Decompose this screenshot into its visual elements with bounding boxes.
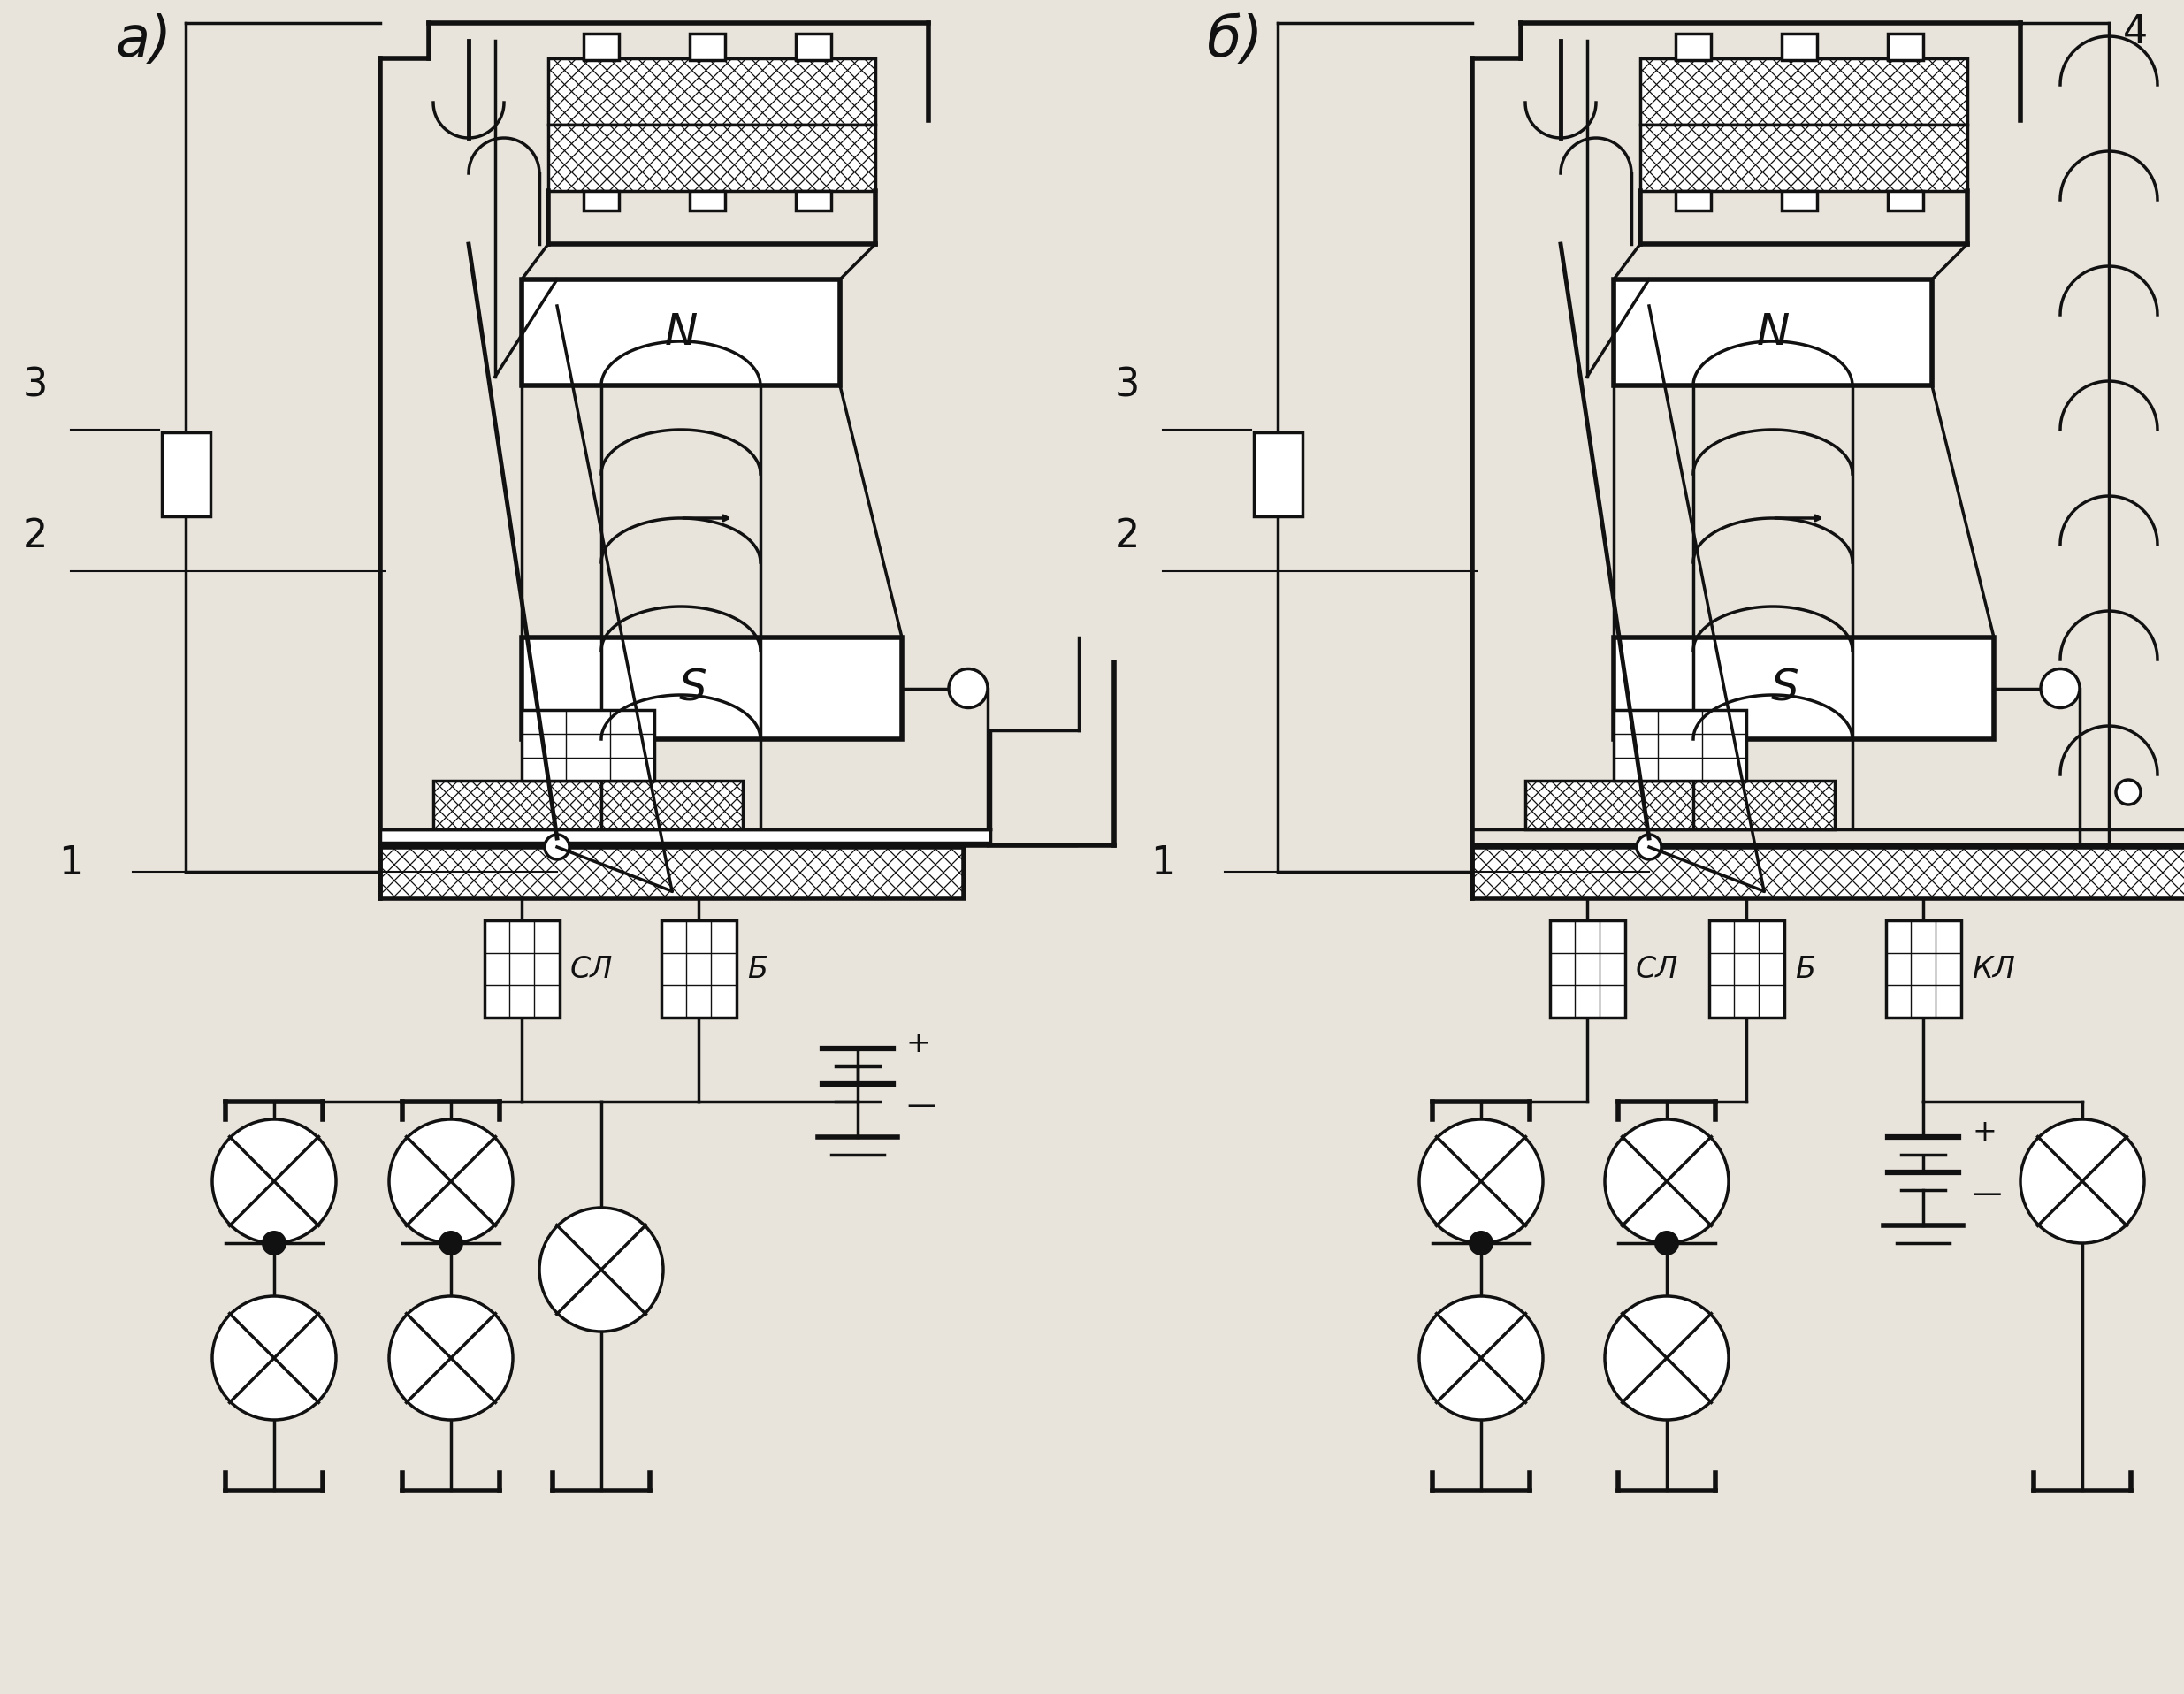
Bar	[1782, 34, 1817, 59]
Bar	[1614, 637, 1994, 739]
Text: СЛ: СЛ	[1636, 954, 1679, 984]
Circle shape	[2040, 669, 2079, 708]
Bar	[485, 920, 559, 1018]
Text: N: N	[664, 312, 697, 354]
Bar	[548, 58, 876, 125]
Text: 1: 1	[59, 844, 83, 883]
Bar	[1524, 781, 1835, 830]
Bar	[1885, 920, 1961, 1018]
Circle shape	[389, 1296, 513, 1420]
Circle shape	[2116, 779, 2140, 805]
Text: 2: 2	[1114, 517, 1140, 556]
Text: +: +	[906, 1030, 930, 1059]
Bar	[795, 34, 832, 59]
Bar	[1887, 34, 1924, 59]
Text: —: —	[906, 1091, 935, 1121]
Bar	[162, 432, 210, 517]
Bar	[583, 191, 618, 210]
Bar	[662, 920, 736, 1018]
Text: СЛ: СЛ	[570, 954, 614, 984]
Bar	[690, 191, 725, 210]
Bar	[1675, 191, 1710, 210]
Bar	[522, 280, 841, 386]
Bar	[583, 34, 618, 59]
Bar	[1551, 920, 1625, 1018]
Text: 3: 3	[22, 366, 48, 405]
Text: КЛ: КЛ	[1972, 954, 2016, 984]
Bar	[1675, 34, 1710, 59]
Bar	[1472, 847, 2184, 898]
Bar	[1640, 58, 1968, 125]
Text: +: +	[1972, 1118, 1996, 1147]
Bar	[432, 781, 743, 830]
Text: N: N	[1756, 312, 1789, 354]
Text: S: S	[1771, 667, 1800, 710]
Circle shape	[1468, 1232, 1494, 1255]
Circle shape	[212, 1296, 336, 1420]
Circle shape	[1420, 1120, 1542, 1243]
Text: а): а)	[116, 14, 173, 68]
Bar	[1614, 710, 1747, 781]
Text: 1: 1	[1151, 844, 1175, 883]
Bar	[380, 830, 989, 842]
Bar	[548, 125, 876, 191]
Circle shape	[539, 1208, 664, 1331]
Circle shape	[262, 1232, 286, 1255]
Text: S: S	[679, 667, 708, 710]
Circle shape	[212, 1120, 336, 1243]
Circle shape	[1420, 1296, 1542, 1420]
Circle shape	[948, 669, 987, 708]
Circle shape	[1653, 1232, 1679, 1255]
Text: Б: Б	[1795, 954, 1815, 984]
Bar	[690, 34, 725, 59]
Circle shape	[439, 1232, 463, 1255]
Bar	[380, 847, 963, 898]
Text: —: —	[1972, 1181, 2001, 1210]
Text: Б: Б	[747, 954, 767, 984]
Circle shape	[2020, 1120, 2145, 1243]
Bar	[795, 191, 832, 210]
Bar	[1614, 280, 1933, 386]
Bar	[1887, 191, 1924, 210]
Text: 2: 2	[22, 517, 48, 556]
Circle shape	[1636, 835, 1662, 859]
Bar	[1640, 125, 1968, 191]
Circle shape	[1605, 1296, 1728, 1420]
Circle shape	[544, 835, 570, 859]
Bar	[1708, 920, 1784, 1018]
Text: 3: 3	[1114, 366, 1140, 405]
Bar	[1782, 191, 1817, 210]
Circle shape	[389, 1120, 513, 1243]
Bar	[522, 637, 902, 739]
Text: б): б)	[1208, 14, 1265, 68]
Circle shape	[1605, 1120, 1728, 1243]
Text: 4: 4	[2123, 14, 2147, 51]
Bar	[1254, 432, 1302, 517]
Bar	[522, 710, 655, 781]
